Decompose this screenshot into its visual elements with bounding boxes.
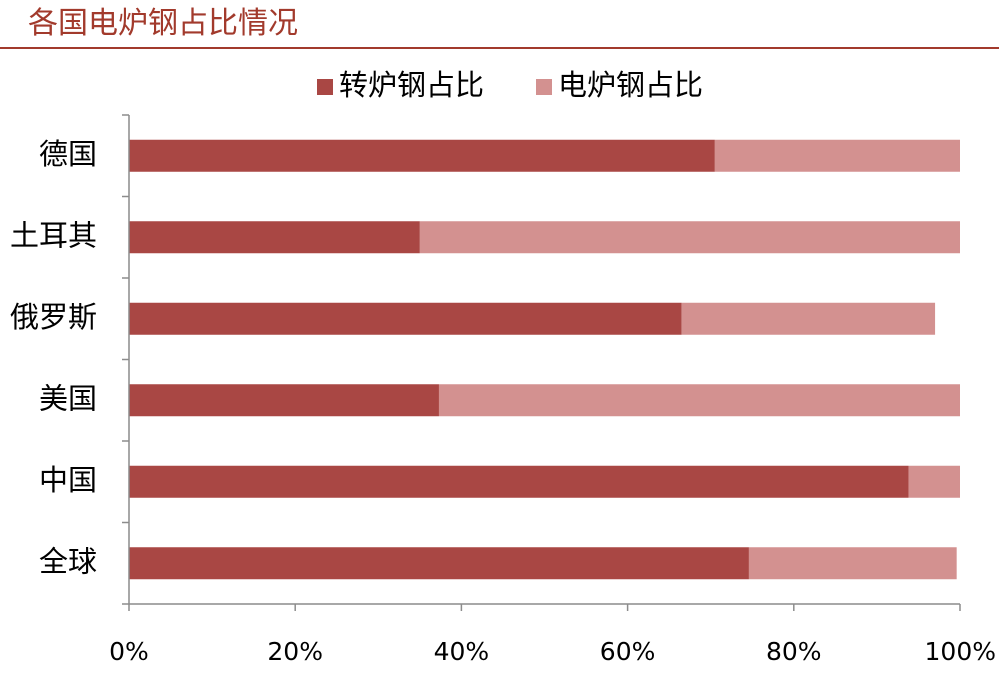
category-label: 俄罗斯 <box>10 300 97 334</box>
legend-label-0: 转炉钢占比 <box>339 68 484 102</box>
bar-electric-2 <box>681 302 936 335</box>
legend-swatch-1 <box>536 79 552 95</box>
x-tick-label: 80% <box>766 637 822 666</box>
bar-converter-4 <box>129 465 909 498</box>
title-divider <box>0 47 999 49</box>
x-tick-label: 0% <box>109 637 149 666</box>
category-label: 德国 <box>39 137 97 171</box>
chart-bars <box>129 139 961 580</box>
legend-label-1: 电炉钢占比 <box>558 68 703 102</box>
x-tick-label: 40% <box>434 637 490 666</box>
bar-electric-1 <box>419 221 961 254</box>
bar-electric-3 <box>438 384 960 417</box>
bar-converter-5 <box>129 547 749 580</box>
x-tick-label: 100% <box>925 637 996 666</box>
bar-converter-1 <box>129 221 420 254</box>
x-tick-label: 60% <box>600 637 656 666</box>
bar-electric-0 <box>714 139 960 172</box>
bar-converter-2 <box>129 302 682 335</box>
page-title: 各国电炉钢占比情况 <box>28 6 298 41</box>
chart-legend: 转炉钢占比 电炉钢占比 <box>317 68 703 102</box>
bar-electric-5 <box>748 547 957 580</box>
category-label: 美国 <box>39 381 97 415</box>
bar-electric-4 <box>908 465 960 498</box>
bar-converter-3 <box>129 384 439 417</box>
legend-swatch-0 <box>317 79 333 95</box>
bar-converter-0 <box>129 139 715 172</box>
category-label: 土耳其 <box>10 218 97 252</box>
category-label: 全球 <box>39 544 97 578</box>
category-label: 中国 <box>39 463 97 497</box>
x-tick-label: 20% <box>267 637 323 666</box>
